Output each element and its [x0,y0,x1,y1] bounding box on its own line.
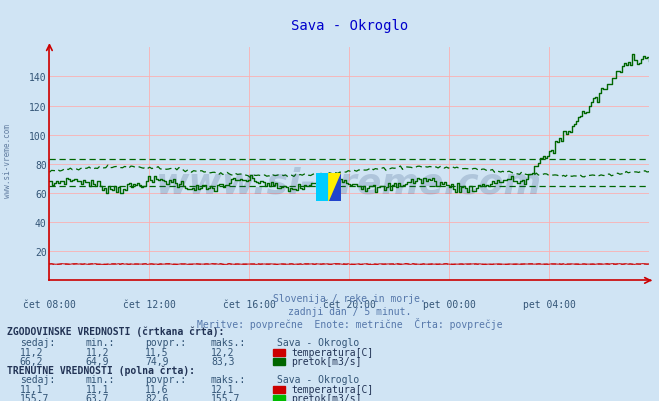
Text: zadnji dan / 5 minut.: zadnji dan / 5 minut. [287,306,411,316]
Text: pet 00:00: pet 00:00 [423,299,476,309]
Text: povpr.:: povpr.: [145,337,186,346]
Text: Sava - Okroglo: Sava - Okroglo [277,337,359,346]
Text: Sava - Okroglo: Sava - Okroglo [277,374,359,384]
Text: 155,7: 155,7 [211,393,241,401]
Text: Meritve: povprečne  Enote: metrične  Črta: povprečje: Meritve: povprečne Enote: metrične Črta:… [196,317,502,329]
Text: min.:: min.: [86,337,115,346]
Text: čet 16:00: čet 16:00 [223,299,275,309]
Text: pretok[m3/s]: pretok[m3/s] [291,356,362,366]
Text: Slovenija / reke in morje.: Slovenija / reke in morje. [273,294,426,304]
Text: 12,2: 12,2 [211,347,235,357]
Text: www.si-vreme.com: www.si-vreme.com [3,124,13,197]
Text: min.:: min.: [86,374,115,384]
Text: 12,1: 12,1 [211,384,235,394]
Text: pretok[m3/s]: pretok[m3/s] [291,393,362,401]
Bar [316,174,329,202]
Text: sedaj:: sedaj: [20,374,55,384]
Text: povpr.:: povpr.: [145,374,186,384]
Text: 66,2: 66,2 [20,356,43,366]
Text: čet 12:00: čet 12:00 [123,299,176,309]
Text: 11,5: 11,5 [145,347,169,357]
Text: 64,9: 64,9 [86,356,109,366]
Text: 83,3: 83,3 [211,356,235,366]
Text: 11,1: 11,1 [20,384,43,394]
Text: 82,6: 82,6 [145,393,169,401]
Text: sedaj:: sedaj: [20,337,55,346]
Text: Sava - Okroglo: Sava - Okroglo [291,19,408,33]
Text: 11,2: 11,2 [86,347,109,357]
Text: čet 08:00: čet 08:00 [23,299,76,309]
Text: maks.:: maks.: [211,374,246,384]
Text: ZGODOVINSKE VREDNOSTI (črtkana črta):: ZGODOVINSKE VREDNOSTI (črtkana črta): [7,326,224,336]
Text: 155,7: 155,7 [20,393,49,401]
Polygon shape [329,174,341,202]
Text: TRENUTNE VREDNOSTI (polna črta):: TRENUTNE VREDNOSTI (polna črta): [7,365,194,375]
Text: pet 04:00: pet 04:00 [523,299,575,309]
Text: www.si-vreme.com: www.si-vreme.com [156,166,542,200]
Text: 63,7: 63,7 [86,393,109,401]
Text: čet 20:00: čet 20:00 [323,299,376,309]
Text: 11,1: 11,1 [86,384,109,394]
Text: 11,2: 11,2 [20,347,43,357]
Text: temperatura[C]: temperatura[C] [291,384,374,394]
Text: 74,9: 74,9 [145,356,169,366]
Text: 11,6: 11,6 [145,384,169,394]
Polygon shape [329,174,341,202]
Text: temperatura[C]: temperatura[C] [291,347,374,357]
Text: maks.:: maks.: [211,337,246,346]
